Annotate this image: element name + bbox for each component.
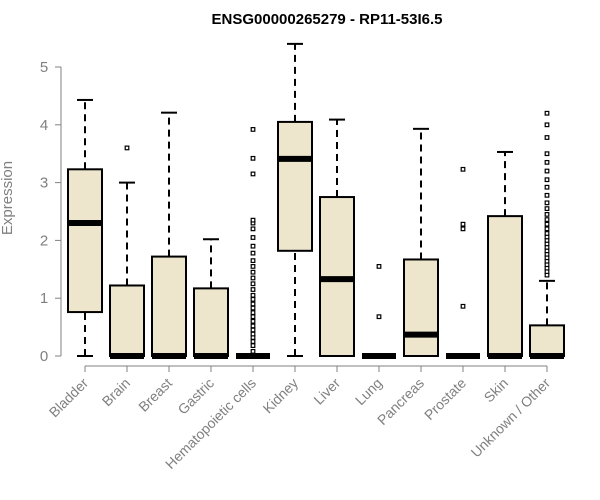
outlier-point bbox=[544, 151, 550, 157]
outlier-point bbox=[250, 171, 256, 177]
outlier-point bbox=[250, 310, 256, 316]
box-10 bbox=[446, 166, 480, 359]
box-5 bbox=[236, 127, 270, 359]
outlier-point bbox=[460, 303, 466, 309]
box-iqr bbox=[67, 168, 103, 314]
outlier-point bbox=[544, 135, 550, 140]
outlier-point bbox=[250, 264, 256, 269]
outlier-point bbox=[250, 287, 256, 292]
outlier-point bbox=[544, 221, 550, 227]
outlier-point bbox=[544, 211, 550, 217]
box-2 bbox=[109, 145, 145, 359]
x-tick-label: Lung bbox=[352, 375, 385, 408]
box-3 bbox=[151, 111, 187, 359]
box-1 bbox=[67, 98, 103, 357]
outlier-point bbox=[544, 177, 550, 183]
outlier-point bbox=[460, 226, 466, 232]
box-12 bbox=[529, 110, 565, 359]
outlier-point bbox=[376, 314, 382, 320]
outlier-point bbox=[250, 323, 256, 329]
box-8 bbox=[362, 264, 396, 359]
outlier-point bbox=[544, 192, 550, 198]
y-tick-label: 5 bbox=[40, 59, 48, 76]
outlier-point bbox=[544, 110, 550, 116]
box-7 bbox=[319, 118, 355, 357]
outlier-point bbox=[250, 275, 256, 281]
outlier-point bbox=[250, 127, 256, 132]
box-iqr bbox=[109, 284, 145, 358]
chart-title: ENSG00000265279 - RP11-53I6.5 bbox=[212, 11, 443, 28]
x-tick-label: Breast bbox=[135, 375, 175, 415]
outlier-point bbox=[250, 296, 256, 302]
y-tick-label: 3 bbox=[40, 175, 48, 192]
outlier-point bbox=[250, 318, 256, 324]
box-iqr bbox=[193, 287, 229, 357]
box-11 bbox=[487, 150, 523, 359]
outlier-point bbox=[544, 184, 550, 190]
outlier-point bbox=[250, 343, 256, 348]
box-iqr bbox=[487, 215, 523, 357]
x-tick-label: Prostate bbox=[421, 375, 469, 423]
y-tick-label: 2 bbox=[40, 232, 48, 249]
x-tick-label: Kidney bbox=[260, 375, 302, 417]
outlier-point bbox=[460, 221, 466, 227]
outlier-point bbox=[544, 159, 550, 165]
outlier-point bbox=[544, 226, 550, 232]
y-tick-label: 1 bbox=[40, 290, 48, 307]
outlier-point bbox=[250, 281, 256, 287]
box-iqr bbox=[403, 258, 439, 357]
y-tick-label: 0 bbox=[40, 348, 48, 365]
outlier-point bbox=[250, 327, 256, 333]
outlier-point bbox=[250, 258, 256, 264]
y-axis-label: Expression bbox=[0, 161, 16, 235]
box-iqr bbox=[277, 120, 313, 252]
box-iqr bbox=[529, 324, 565, 357]
outlier-point bbox=[250, 250, 256, 256]
y-tick-label: 4 bbox=[40, 117, 48, 134]
box-4 bbox=[193, 238, 229, 359]
outlier-point bbox=[250, 226, 256, 232]
outlier-point bbox=[250, 217, 256, 223]
box-9 bbox=[403, 127, 439, 357]
x-tick-label: Brain bbox=[99, 375, 133, 409]
x-tick-label: Skin bbox=[481, 375, 512, 406]
outlier-point bbox=[250, 235, 256, 240]
x-tick-label: Bladder bbox=[46, 375, 92, 421]
outlier-point bbox=[544, 168, 550, 174]
outlier-point bbox=[544, 200, 550, 206]
x-tick-label: Pancreas bbox=[374, 375, 427, 428]
outlier-point bbox=[250, 155, 256, 161]
outlier-point bbox=[544, 206, 550, 212]
outlier-point bbox=[250, 305, 256, 311]
outlier-point bbox=[544, 231, 550, 236]
x-tick-label: Unknown / Other bbox=[468, 375, 554, 461]
outlier-point bbox=[250, 292, 256, 298]
outlier-point bbox=[250, 314, 256, 320]
outlier-point bbox=[544, 122, 550, 128]
outlier-point bbox=[376, 264, 382, 269]
x-tick-label: Liver bbox=[310, 375, 343, 408]
outlier-point bbox=[124, 145, 130, 151]
outlier-point bbox=[460, 166, 466, 172]
box-6 bbox=[277, 42, 313, 357]
outlier-point bbox=[250, 269, 256, 275]
box-iqr bbox=[151, 255, 187, 358]
outlier-point bbox=[544, 217, 550, 222]
outlier-point bbox=[250, 243, 256, 249]
outlier-point bbox=[250, 301, 256, 307]
outlier-point bbox=[250, 348, 256, 354]
outlier-point bbox=[250, 339, 256, 344]
outlier-point bbox=[250, 331, 256, 337]
